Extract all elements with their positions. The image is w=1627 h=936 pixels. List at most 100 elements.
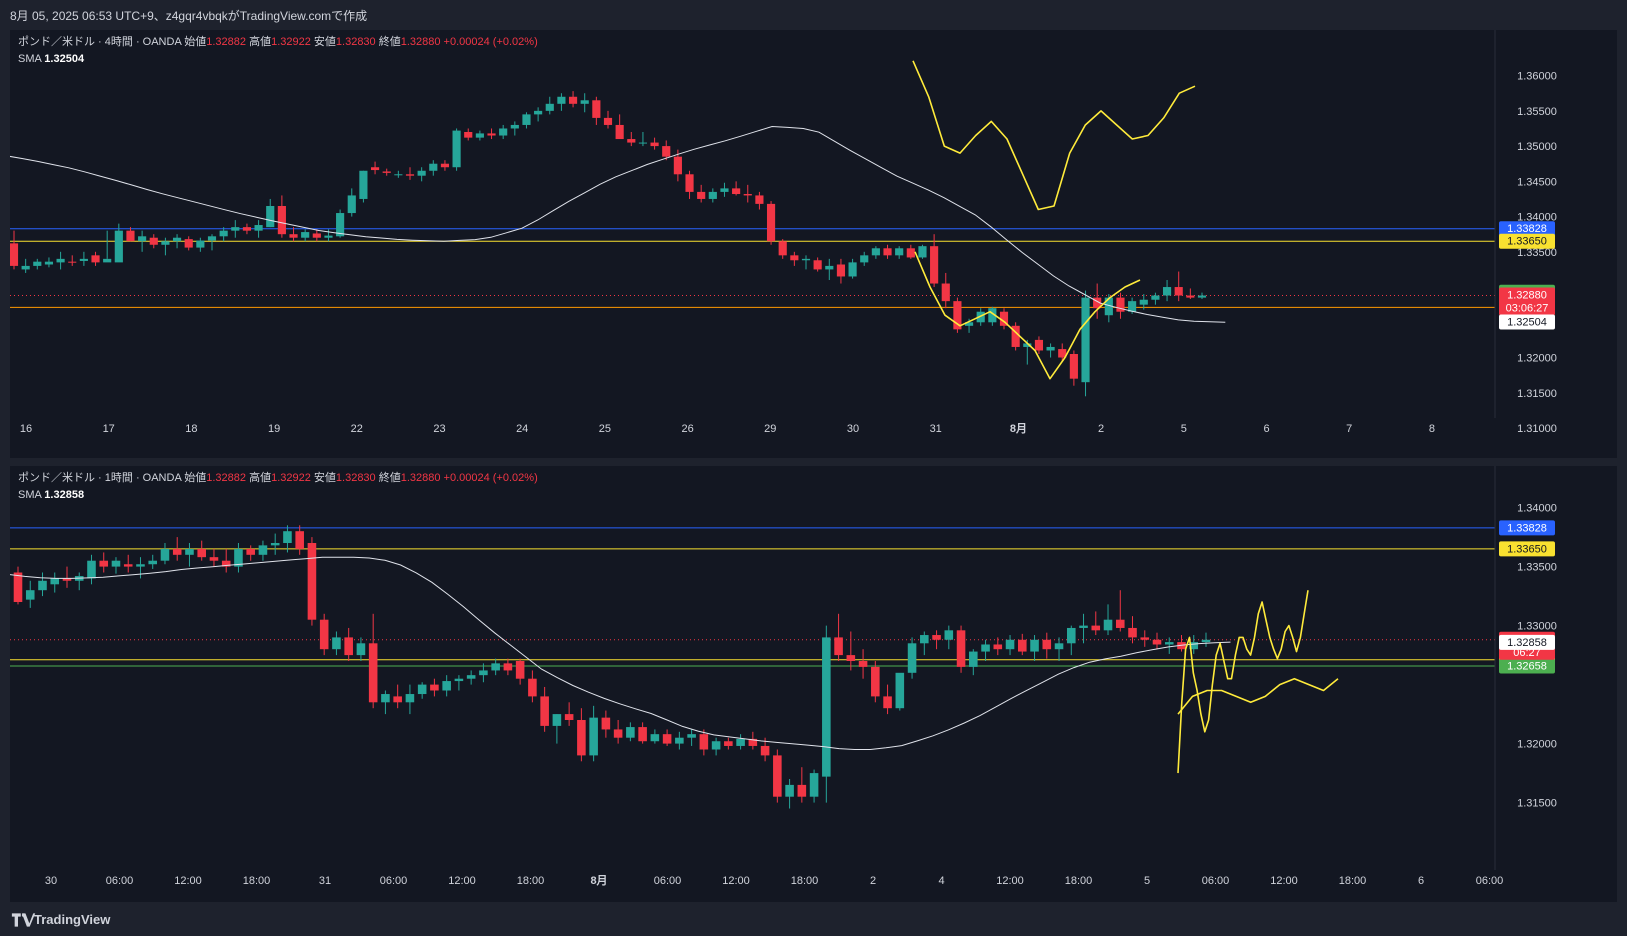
candle-body[interactable] xyxy=(790,255,799,261)
candle-body[interactable] xyxy=(797,784,807,797)
candle-body[interactable] xyxy=(993,644,1003,650)
candle-body[interactable] xyxy=(953,301,962,330)
candle-body[interactable] xyxy=(552,714,562,726)
candle-body[interactable] xyxy=(487,133,496,136)
candle-body[interactable] xyxy=(964,322,974,326)
candle-body[interactable] xyxy=(534,110,543,115)
candle-body[interactable] xyxy=(976,311,985,323)
candle-body[interactable] xyxy=(499,128,508,136)
candle-body[interactable] xyxy=(347,195,356,214)
candle-body[interactable] xyxy=(626,727,635,738)
candle-body[interactable] xyxy=(638,142,648,144)
candle-body[interactable] xyxy=(1058,349,1067,358)
candle-body[interactable] xyxy=(10,243,19,266)
candle-body[interactable] xyxy=(941,283,950,302)
candle-body[interactable] xyxy=(577,720,586,756)
candle-body[interactable] xyxy=(368,643,378,703)
candle-body[interactable] xyxy=(136,564,145,567)
candle-body[interactable] xyxy=(123,564,133,567)
candle-body[interactable] xyxy=(809,773,819,797)
candle-body[interactable] xyxy=(394,174,403,176)
candle-body[interactable] xyxy=(1046,346,1055,351)
candle-body[interactable] xyxy=(930,246,939,284)
candle-body[interactable] xyxy=(906,248,915,258)
candle-body[interactable] xyxy=(650,142,659,147)
candle-body[interactable] xyxy=(1042,639,1052,650)
candle-body[interactable] xyxy=(405,694,415,703)
candle-body[interactable] xyxy=(1018,639,1027,652)
candle-body[interactable] xyxy=(601,717,611,730)
candle-body[interactable] xyxy=(114,230,123,263)
candle-body[interactable] xyxy=(813,260,822,270)
candle-body[interactable] xyxy=(673,156,682,175)
candle-body[interactable] xyxy=(1066,627,1076,644)
candle-body[interactable] xyxy=(687,734,696,738)
candle-body[interactable] xyxy=(860,255,869,263)
candle-body[interactable] xyxy=(564,714,574,720)
candle-body[interactable] xyxy=(442,681,451,691)
candle-body[interactable] xyxy=(277,206,286,235)
candle-body[interactable] xyxy=(68,261,77,263)
candle-body[interactable] xyxy=(528,678,537,697)
candle-body[interactable] xyxy=(440,163,450,168)
candle-body[interactable] xyxy=(920,635,929,644)
candle-body[interactable] xyxy=(33,261,42,266)
candle-body[interactable] xyxy=(370,167,380,171)
candle-body[interactable] xyxy=(359,170,368,199)
candle-body[interactable] xyxy=(895,672,905,709)
candle-body[interactable] xyxy=(270,543,280,546)
candle-body[interactable] xyxy=(1115,619,1125,628)
candle-body[interactable] xyxy=(883,248,892,256)
yellow-drawing-path[interactable] xyxy=(912,60,1196,211)
candle-body[interactable] xyxy=(301,232,310,238)
candle-body[interactable] xyxy=(160,548,170,561)
candle-body[interactable] xyxy=(748,738,758,746)
candle-body[interactable] xyxy=(221,560,231,567)
candle-body[interactable] xyxy=(918,246,927,258)
candle-body[interactable] xyxy=(766,203,776,242)
candle-body[interactable] xyxy=(242,227,252,231)
candle-body[interactable] xyxy=(184,239,193,248)
candle-body[interactable] xyxy=(720,188,729,192)
candle-body[interactable] xyxy=(126,230,135,242)
candle-body[interactable] xyxy=(932,635,941,640)
candle-body[interactable] xyxy=(332,637,341,650)
candle-body[interactable] xyxy=(503,663,513,671)
candle-body[interactable] xyxy=(475,133,484,138)
candle-body[interactable] xyxy=(685,174,694,192)
candle-body[interactable] xyxy=(822,637,831,777)
candle-body[interactable] xyxy=(871,248,880,256)
candle-body[interactable] xyxy=(1186,295,1195,298)
candle-body[interactable] xyxy=(266,206,275,228)
candle-body[interactable] xyxy=(760,745,770,756)
candle-body[interactable] xyxy=(871,666,880,697)
candle-body[interactable] xyxy=(196,240,205,248)
candle-body[interactable] xyxy=(295,531,304,549)
candle-body[interactable] xyxy=(234,548,243,567)
candle-body[interactable] xyxy=(1081,297,1090,383)
candle-body[interactable] xyxy=(846,655,856,661)
candle-body[interactable] xyxy=(724,741,733,746)
candle-body[interactable] xyxy=(219,230,228,237)
candle-body[interactable] xyxy=(675,737,684,744)
candle-body[interactable] xyxy=(393,696,402,703)
candle-body[interactable] xyxy=(708,191,717,199)
candle-body[interactable] xyxy=(319,619,329,650)
candle-body[interactable] xyxy=(87,560,96,579)
candle-body[interactable] xyxy=(981,644,990,652)
candle-body[interactable] xyxy=(44,261,54,265)
candle-body[interactable] xyxy=(711,741,721,750)
candle-body[interactable] xyxy=(1201,639,1211,643)
candle-body[interactable] xyxy=(79,258,88,261)
chart-svg-1h[interactable]: 1.34000 1.33500 1.33000 1.32000 1.31500 30 06:… xyxy=(10,466,1617,902)
candle-body[interactable] xyxy=(836,264,846,277)
candle-body[interactable] xyxy=(231,227,240,231)
candle-body[interactable] xyxy=(613,729,623,738)
yellow-drawing-path[interactable] xyxy=(1177,590,1309,774)
candle-body[interactable] xyxy=(283,531,292,543)
candle-body[interactable] xyxy=(1005,639,1015,650)
candle-body[interactable] xyxy=(615,124,624,140)
chart-pane-1h[interactable]: 1.34000 1.33500 1.33000 1.32000 1.31500 30 06:… xyxy=(10,466,1617,902)
chart-svg-4h[interactable]: 1.36000 1.35500 1.35000 1.34500 1.34000 1.335… xyxy=(10,30,1617,458)
candle-body[interactable] xyxy=(1151,295,1160,300)
